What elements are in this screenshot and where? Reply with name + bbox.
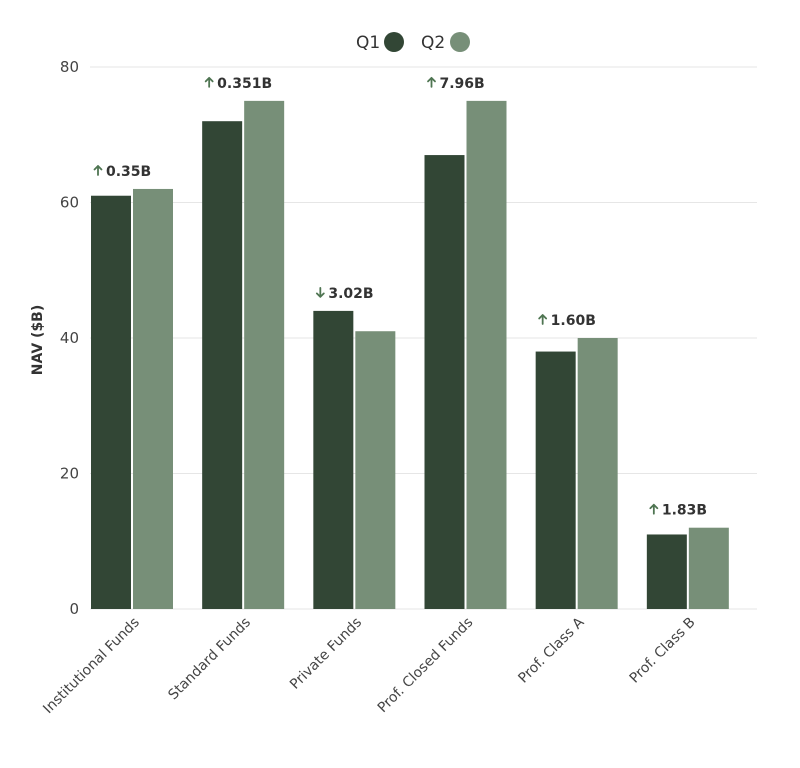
- bar-q1-5[interactable]: [646, 534, 687, 609]
- bar-q2-1[interactable]: [244, 100, 285, 609]
- x-category-label: Prof. Class A: [515, 614, 587, 686]
- x-category-label: Prof. Class B: [627, 615, 699, 687]
- legend-swatch-q2[interactable]: [450, 32, 470, 52]
- bar-q1-0[interactable]: [91, 195, 131, 609]
- y-tick-label: 40: [60, 329, 79, 347]
- delta-label: 0.35B: [106, 164, 151, 180]
- bar-q2-2[interactable]: [355, 331, 396, 609]
- delta-label: 1.83B: [662, 503, 707, 519]
- x-category-label: Prof. Closed Funds: [375, 615, 477, 717]
- x-category-label: Institutional Funds: [40, 615, 143, 718]
- delta-label: 0.351B: [217, 76, 272, 92]
- bar-q1-2[interactable]: [313, 310, 354, 609]
- bar-q2-3[interactable]: [466, 100, 507, 609]
- arrow-up-icon: [427, 76, 436, 88]
- y-axis-title: NAV ($B): [30, 305, 46, 376]
- y-tick-label: 60: [60, 194, 79, 212]
- arrow-up-icon: [93, 165, 103, 176]
- legend-label-q1: Q1: [356, 33, 380, 53]
- x-category-label: Private Funds: [287, 615, 365, 693]
- bar-q2-0[interactable]: [133, 188, 173, 609]
- arrow-up-icon: [204, 76, 214, 88]
- delta-annotations: 0.35B 0.351B 3.02B 7.96B 1.60B 1.83B: [93, 76, 707, 519]
- legend-label-q2: Q2: [421, 33, 445, 53]
- x-axis-labels: Institutional Funds Standard Funds Private…: [40, 614, 698, 717]
- arrow-up-icon: [538, 314, 548, 325]
- grid-lines: [90, 66, 757, 610]
- delta-label: 1.60B: [551, 313, 596, 329]
- bar-q2-4[interactable]: [577, 338, 618, 609]
- arrow-up-icon: [649, 503, 659, 515]
- y-axis-ticks: 0 20 40 60 80: [60, 58, 79, 618]
- arrow-down-icon: [315, 287, 325, 298]
- y-tick-label: 20: [60, 465, 79, 483]
- legend: Q1 Q2: [356, 32, 470, 53]
- bar-q2-5[interactable]: [688, 527, 729, 609]
- y-tick-label: 0: [69, 600, 79, 618]
- delta-label: 7.96B: [440, 76, 485, 92]
- bar-q1-1[interactable]: [202, 121, 243, 609]
- bar-q1-3[interactable]: [424, 155, 465, 609]
- bars: [91, 100, 729, 609]
- x-category-label: Standard Funds: [165, 615, 254, 704]
- legend-swatch-q1[interactable]: [384, 32, 404, 52]
- bar-q1-4[interactable]: [535, 351, 576, 609]
- y-tick-label: 80: [60, 58, 79, 76]
- delta-label: 3.02B: [328, 286, 373, 302]
